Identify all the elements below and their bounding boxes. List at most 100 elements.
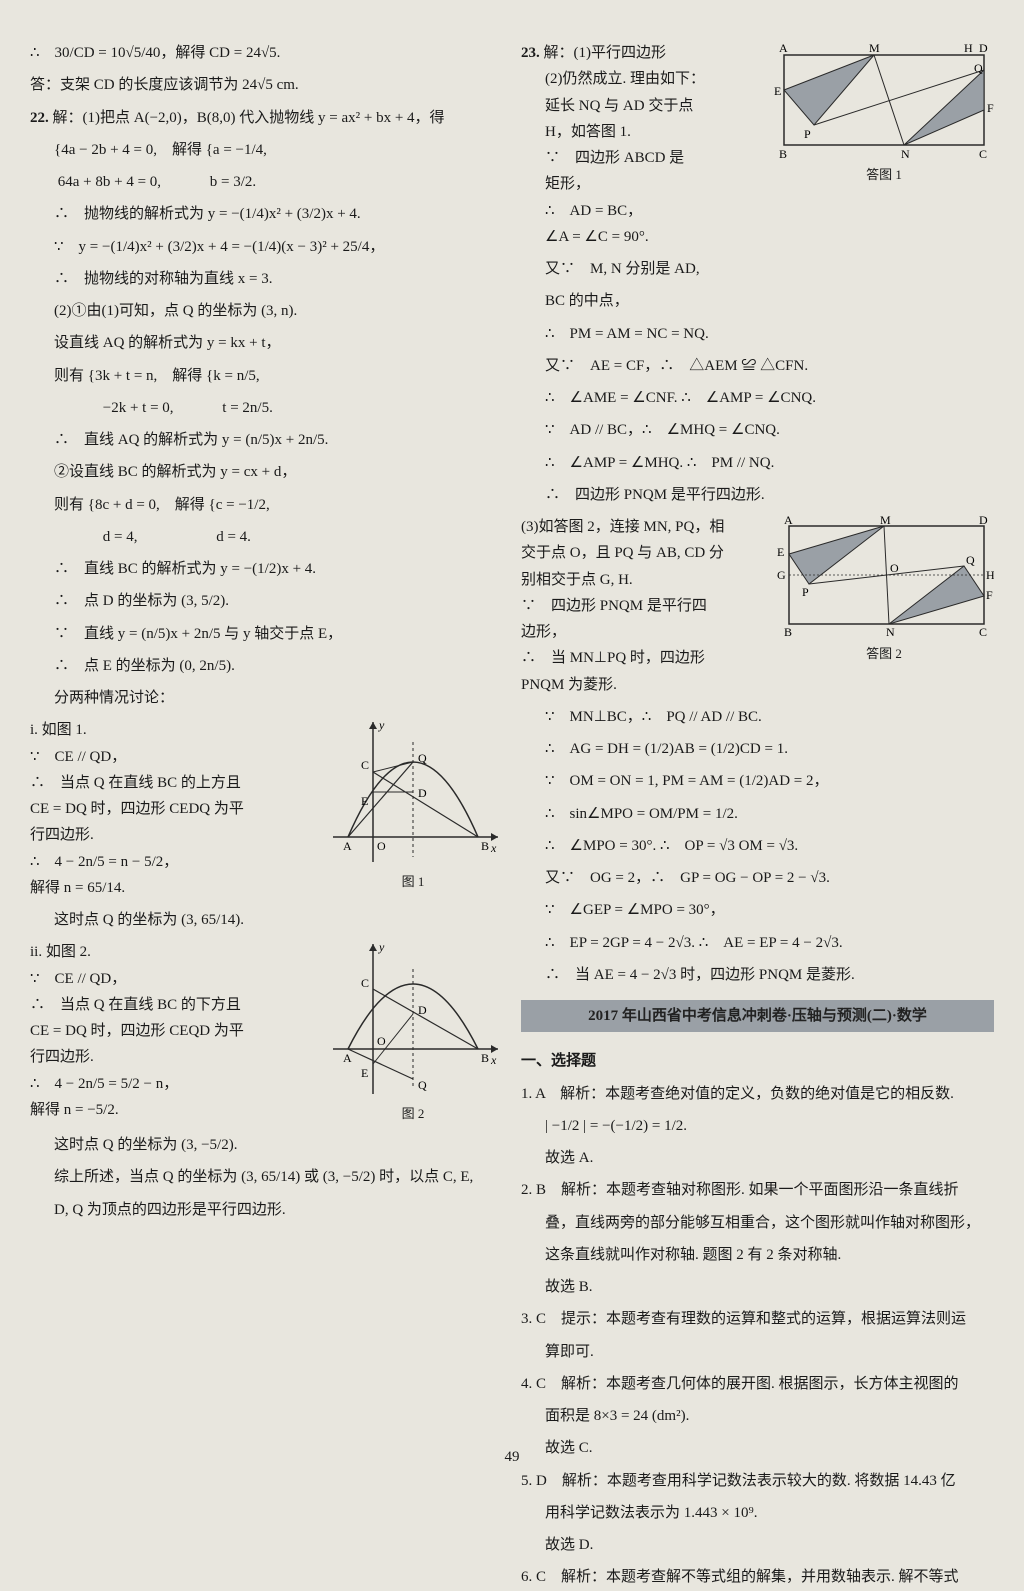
fig1-text: i. 如图 1. ∵ CE // QD， ∴ 当点 Q 在直线 BC 的上方且 … <box>30 717 313 901</box>
svg-text:M: M <box>880 514 891 527</box>
text-line: ∴ ∠MPO = 30°. ∴ OP = √3 OM = √3. <box>521 833 994 859</box>
text-line: ∴ 点 D 的坐标为 (3, 5/2). <box>30 588 503 614</box>
text-line: 行四边形. <box>30 1044 313 1070</box>
svg-text:Q: Q <box>418 751 427 765</box>
fig2-row: ii. 如图 2. ∵ CE // QD， ∴ 当点 Q 在直线 BC 的下方且… <box>30 939 503 1126</box>
text-line: ∴ EP = 2GP = 4 − 2√3. ∴ AE = EP = 4 − 2√… <box>521 930 994 956</box>
svg-text:A: A <box>784 514 793 527</box>
text-line: ∵ CE // QD， <box>30 744 313 770</box>
svg-text:A: A <box>343 1051 352 1065</box>
rect-fig1: A B C D E F H M N P Q <box>774 40 994 160</box>
text-line: (3)如答图 2，连接 MN, PQ，相 <box>521 514 764 540</box>
svg-text:D: D <box>979 514 988 527</box>
text-line: d = 4, d = 4. <box>30 524 503 550</box>
svg-text:C: C <box>361 976 369 990</box>
text-line: 设直线 AQ 的解析式为 y = kx + t， <box>30 330 503 356</box>
text-line: ∵ AD // BC，∴ ∠MHQ = ∠CNQ. <box>521 417 994 443</box>
text-line: ∴ 当 AE = 4 − 2√3 时，四边形 PNQM 是菱形. <box>521 962 994 988</box>
figure-2: A B C D E O Q x y 图 2 <box>323 939 503 1126</box>
text-line: 矩形， <box>521 171 764 197</box>
q23-text: 23. 解：(1)平行四边形 (2)仍然成立. 理由如下： 延长 NQ 与 AD… <box>521 40 764 250</box>
fig2-caption: 图 2 <box>402 1103 425 1126</box>
text-line: ∴ 30/CD = 10√5/40，解得 CD = 24√5. <box>30 40 503 66</box>
svg-text:D: D <box>418 1003 427 1017</box>
question-22: 22. 解：(1)把点 A(−2,0)，B(8,0) 代入抛物线 y = ax²… <box>30 105 503 131</box>
ans-fig1-caption: 答图 1 <box>866 164 902 187</box>
text-line: 这条直线就叫作对称轴. 题图 2 有 2 条对称轴. <box>521 1242 994 1268</box>
svg-text:C: C <box>979 625 987 639</box>
svg-text:B: B <box>784 625 792 639</box>
text-line: 行四边形. <box>30 822 313 848</box>
page: ∴ 30/CD = 10√5/40，解得 CD = 24√5. 答：支架 CD … <box>30 40 994 1440</box>
text-line: 分两种情况讨论： <box>30 685 503 711</box>
svg-text:B: B <box>779 147 787 160</box>
right-column: 23. 解：(1)平行四边形 (2)仍然成立. 理由如下： 延长 NQ 与 AD… <box>521 40 994 1440</box>
q23-row: 23. 解：(1)平行四边形 (2)仍然成立. 理由如下： 延长 NQ 与 AD… <box>521 40 994 250</box>
text-line: PNQM 为菱形. <box>521 672 764 698</box>
text-line: 又∵ OG = 2，∴ GP = OG − OP = 2 − √3. <box>521 865 994 891</box>
text-line: ∴ 抛物线的解析式为 y = −(1/4)x² + (3/2)x + 4. <box>30 201 503 227</box>
text-line: 64a + 8b + 4 = 0, b = 3/2. <box>30 169 503 195</box>
text-line: ∴ AG = DH = (1/2)AB = (1/2)CD = 1. <box>521 736 994 762</box>
text-line: ∴ ∠AME = ∠CNF. ∴ ∠AMP = ∠CNQ. <box>521 385 994 411</box>
svg-text:O: O <box>377 1034 386 1048</box>
text-line: ∵ 直线 y = (n/5)x + 2n/5 与 y 轴交于点 E， <box>30 621 503 647</box>
svg-text:D: D <box>418 786 427 800</box>
svg-text:B: B <box>481 839 489 853</box>
svg-text:P: P <box>804 127 811 141</box>
text: 解：(1)平行四边形 <box>544 45 667 61</box>
fig1-caption: 图 1 <box>402 871 425 894</box>
text-line: 交于点 O，且 PQ 与 AB, CD 分 <box>521 540 764 566</box>
text-line: ∵ y = −(1/4)x² + (3/2)x + 4 = −(1/4)(x −… <box>30 234 503 260</box>
text-line: ∴ 4 − 2n/5 = 5/2 − n， <box>30 1071 313 1097</box>
rect-fig2: A B C D E F G H M N O P Q <box>774 514 994 639</box>
text-line: −2k + t = 0, t = 2n/5. <box>30 395 503 421</box>
left-column: ∴ 30/CD = 10√5/40，解得 CD = 24√5. 答：支架 CD … <box>30 40 503 1440</box>
svg-text:A: A <box>343 839 352 853</box>
text-line: ∴ 点 E 的坐标为 (0, 2n/5). <box>30 653 503 679</box>
fig2-text: ii. 如图 2. ∵ CE // QD， ∴ 当点 Q 在直线 BC 的下方且… <box>30 939 313 1123</box>
svg-text:N: N <box>886 625 895 639</box>
svg-text:x: x <box>490 1053 497 1067</box>
text-line: 综上所述，当点 Q 的坐标为 (3, 65/14) 或 (3, −5/2) 时，… <box>30 1164 503 1190</box>
text-line: 又∵ M, N 分别是 AD, <box>521 256 994 282</box>
text-line: ∵ ∠GEP = ∠MPO = 30°， <box>521 897 994 923</box>
q-num: 22. <box>30 110 49 126</box>
svg-text:Q: Q <box>966 553 975 567</box>
text-line: 这时点 Q 的坐标为 (3, 65/14). <box>30 907 503 933</box>
section-head: 一、选择题 <box>521 1048 994 1074</box>
text-line: ∴ 4 − 2n/5 = n − 5/2， <box>30 849 313 875</box>
text-line: CE = DQ 时，四边形 CEQD 为平 <box>30 1018 313 1044</box>
text-line: ②设直线 BC 的解析式为 y = cx + d， <box>30 459 503 485</box>
q-num: 23. <box>521 45 540 61</box>
section-banner: 2017 年山西省中考信息冲刺卷·压轴与预测(二)·数学 <box>521 1000 994 1032</box>
answer-fig-1: A B C D E F H M N P Q 答图 1 <box>774 40 994 187</box>
ans-fig2-caption: 答图 2 <box>866 643 902 666</box>
text-line: ∴ AD = BC， <box>521 198 764 224</box>
svg-text:F: F <box>986 588 993 602</box>
text-line: ∴ sin∠MPO = OM/PM = 1/2. <box>521 801 994 827</box>
answer-1: 1. A 解析：本题考查绝对值的定义，负数的绝对值是它的相反数. <box>521 1081 994 1107</box>
text-line: ∴ 当点 Q 在直线 BC 的上方且 <box>30 770 313 796</box>
text-line: H，如答图 1. <box>521 119 764 145</box>
svg-text:D: D <box>979 41 988 55</box>
text-line: ∠A = ∠C = 90°. <box>521 224 764 250</box>
text: 解：(1)把点 A(−2,0)，B(8,0) 代入抛物线 y = ax² + b… <box>53 110 445 126</box>
text-line: ∴ 直线 AQ 的解析式为 y = (n/5)x + 2n/5. <box>30 427 503 453</box>
svg-text:B: B <box>481 1051 489 1065</box>
text-line: 延长 NQ 与 AD 交于点 <box>521 93 764 119</box>
text-line: CE = DQ 时，四边形 CEDQ 为平 <box>30 796 313 822</box>
svg-text:H: H <box>964 41 973 55</box>
text-line: | −1/2 | = −(−1/2) = 1/2. <box>521 1113 994 1139</box>
svg-text:y: y <box>378 940 385 954</box>
svg-text:C: C <box>361 758 369 772</box>
answer-2: 2. B 解析：本题考查轴对称图形. 如果一个平面图形沿一条直线折 <box>521 1177 994 1203</box>
text-line: 解得 n = 65/14. <box>30 875 313 901</box>
ansfig2-text: (3)如答图 2，连接 MN, PQ，相 交于点 O，且 PQ 与 AB, CD… <box>521 514 764 698</box>
text-line: 解得 n = −5/2. <box>30 1097 313 1123</box>
text-line: 则有 {3k + t = n, 解得 {k = n/5, <box>30 363 503 389</box>
svg-text:G: G <box>777 568 786 582</box>
svg-text:x: x <box>490 841 497 855</box>
svg-text:E: E <box>361 794 368 808</box>
figure-1: A B C D E O Q x y 图 1 <box>323 717 503 894</box>
